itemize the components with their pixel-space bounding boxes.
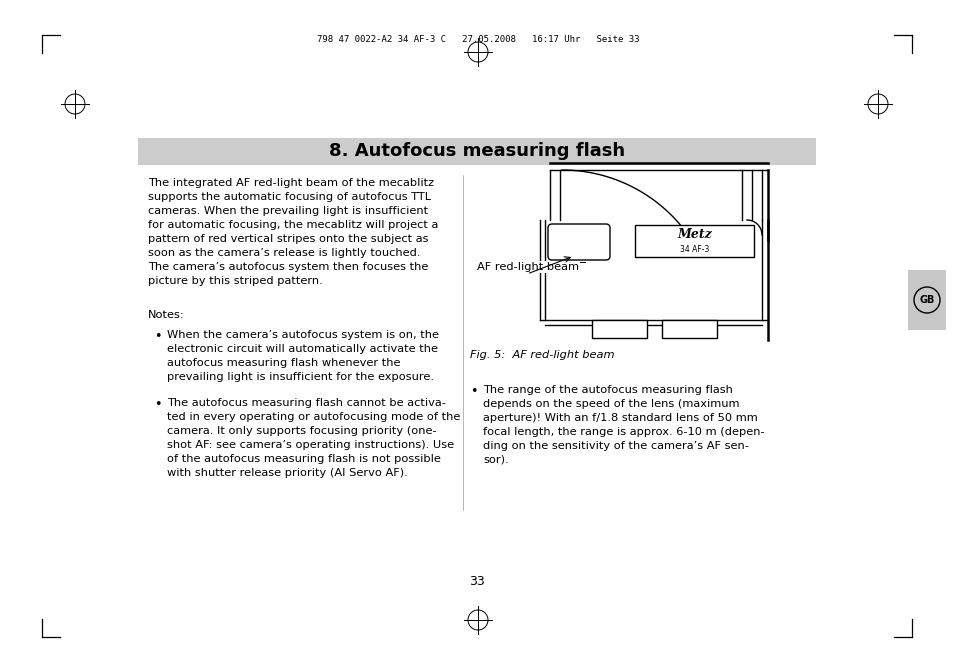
Text: Notes:: Notes:: [148, 310, 185, 320]
Bar: [661, 320, 717, 338]
FancyBboxPatch shape: [547, 224, 609, 260]
Text: Fig. 5:  AF red-light beam: Fig. 5: AF red-light beam: [470, 350, 614, 360]
Bar: [907, 270, 945, 330]
Text: AF red-light beam: AF red-light beam: [476, 262, 578, 272]
Text: GB: GB: [919, 295, 934, 305]
Bar: [635, 225, 753, 257]
Text: •: •: [153, 330, 161, 343]
Text: 34 AF-3: 34 AF-3: [679, 245, 708, 253]
Text: When the camera’s autofocus system is on, the
electronic circuit will automatica: When the camera’s autofocus system is on…: [167, 330, 438, 382]
Text: •: •: [470, 385, 477, 398]
Text: 33: 33: [469, 575, 484, 588]
Text: •: •: [153, 398, 161, 411]
Text: The range of the autofocus measuring flash
depends on the speed of the lens (max: The range of the autofocus measuring fla…: [482, 385, 763, 465]
Text: Metz: Metz: [677, 228, 711, 241]
Text: The autofocus measuring flash cannot be activa-
ted in every operating or autofo: The autofocus measuring flash cannot be …: [167, 398, 460, 478]
Text: The integrated AF red-light beam of the mecablitz
supports the automatic focusin: The integrated AF red-light beam of the …: [148, 178, 438, 286]
Bar: [592, 320, 646, 338]
Text: 798 47 0022-A2 34 AF-3 C   27.05.2008   16:17 Uhr   Seite 33: 798 47 0022-A2 34 AF-3 C 27.05.2008 16:1…: [316, 36, 639, 44]
Text: 8. Autofocus measuring flash: 8. Autofocus measuring flash: [329, 142, 624, 161]
Bar: [138, 138, 815, 165]
